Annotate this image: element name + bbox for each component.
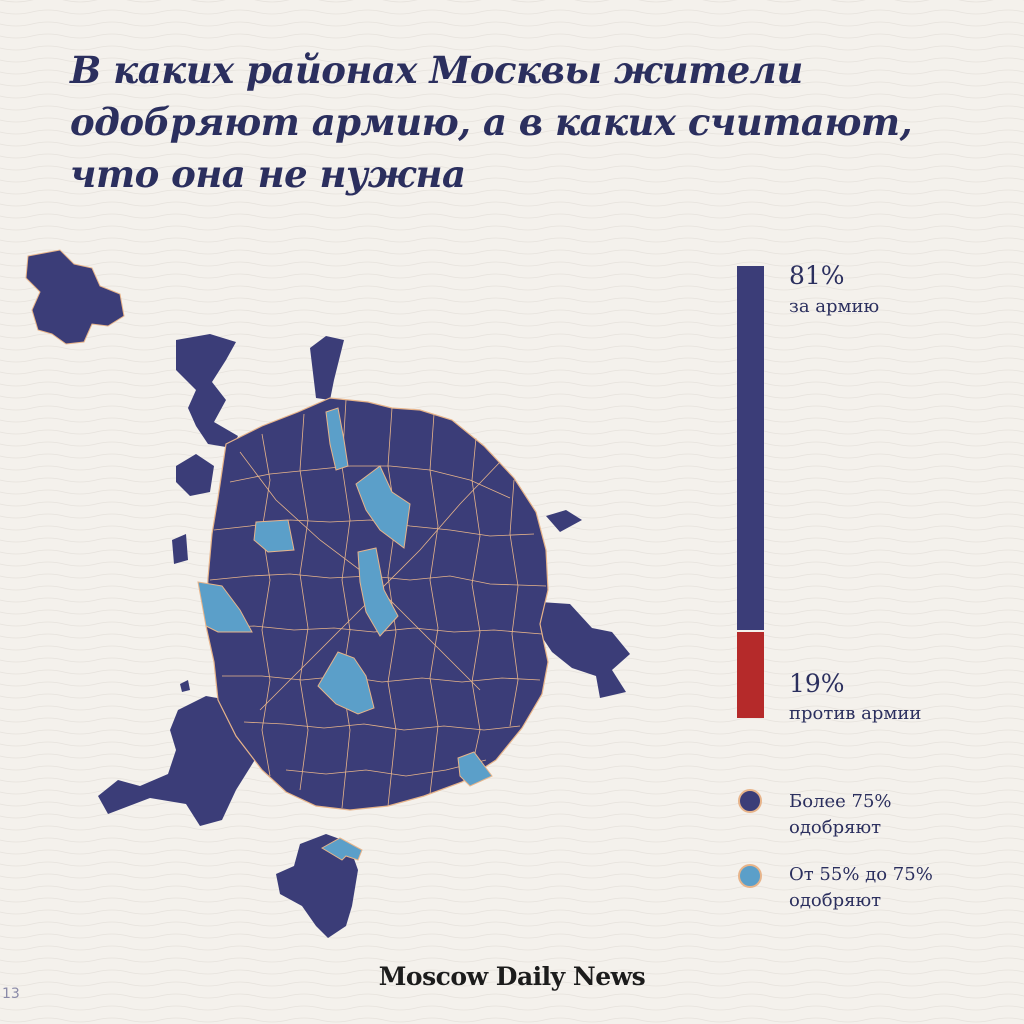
district-mid-north <box>325 407 349 471</box>
moscow-districts-map <box>25 249 630 938</box>
background-wave-line <box>0 393 1024 399</box>
north-spur <box>310 336 344 400</box>
zelenograd-region <box>25 249 125 345</box>
background-wave-line <box>0 489 1024 495</box>
against-army-bar <box>737 632 764 718</box>
background-wave-line <box>0 1005 1024 1011</box>
background-wave-line <box>0 297 1024 303</box>
background-wave-line <box>0 69 1024 75</box>
legend-high-approval-text: Более 75% одобряют <box>789 789 1009 841</box>
south-spur <box>276 834 358 938</box>
background-wave-line <box>0 141 1024 147</box>
background-wave-line <box>0 273 1024 279</box>
west-spur-upper <box>176 454 214 496</box>
background-wave-line <box>0 453 1024 459</box>
background-wave-line <box>0 969 1024 975</box>
background-wave-line <box>0 261 1024 267</box>
legend-high-line-2: одобряют <box>789 817 882 838</box>
background-wave-line <box>0 117 1024 123</box>
east-spur-lower <box>540 602 630 698</box>
page-title: В каких районах Москвы жители одобряют а… <box>70 44 970 200</box>
background-wave-line <box>0 45 1024 51</box>
title-line-2: одобряют армию, а в каких считают, <box>70 100 912 144</box>
district-borders <box>209 399 547 809</box>
district-mid-northcenter <box>355 465 411 549</box>
background-wave-line <box>0 405 1024 411</box>
background-wave-line <box>0 9 1024 15</box>
background-wave-line <box>0 225 1024 231</box>
background-wave-line <box>0 957 1024 963</box>
background-wave-line <box>0 333 1024 339</box>
background-wave-line <box>0 417 1024 423</box>
background-wave-line <box>0 249 1024 255</box>
for-army-label: за армию <box>789 296 880 317</box>
title-line-1: В каких районах Москвы жители <box>70 48 803 92</box>
district-mid-south-spur <box>321 837 363 861</box>
background-wave-line <box>0 381 1024 387</box>
against-army-percent: 19% <box>789 669 845 698</box>
background-wave-line <box>0 441 1024 447</box>
background-wave-line <box>0 237 1024 243</box>
background-wave-line <box>0 897 1024 903</box>
background-wave-line <box>0 981 1024 987</box>
district-mid-center <box>357 547 399 637</box>
background-wave-line <box>0 909 1024 915</box>
district-mid-far-west <box>197 581 253 633</box>
tiny-island-west <box>180 680 190 692</box>
background-wave-line <box>0 885 1024 891</box>
legend-high-line-1: Более 75% <box>789 791 892 812</box>
for-army-percent: 81% <box>789 261 845 290</box>
background-wave-line <box>0 177 1024 183</box>
mid-approval-districts <box>197 407 493 861</box>
background-wave-line <box>0 285 1024 291</box>
legend-high-approval-swatch <box>738 789 762 813</box>
background-wave-line <box>0 993 1024 999</box>
corner-page-mark: 13 <box>2 986 20 1002</box>
east-spur-upper <box>546 510 582 532</box>
district-mid-southeast <box>457 751 493 787</box>
background-wave-line <box>0 165 1024 171</box>
background-wave-line <box>0 93 1024 99</box>
background-wave-line <box>0 933 1024 939</box>
background-wave-line <box>0 105 1024 111</box>
legend-mid-line-1: От 55% до 75% <box>789 864 933 885</box>
west-spur-small <box>172 534 188 564</box>
background-wave-line <box>0 825 1024 831</box>
background-wave-line <box>0 837 1024 843</box>
background-wave-line <box>0 873 1024 879</box>
against-army-label: против армии <box>789 703 922 724</box>
background-wave-line <box>0 921 1024 927</box>
district-mid-southwest <box>317 651 375 715</box>
district-mid-west <box>253 519 295 553</box>
background-wave-line <box>0 33 1024 39</box>
background-wave-line <box>0 945 1024 951</box>
for-army-bar <box>737 266 764 630</box>
background-wave-line <box>0 849 1024 855</box>
background-wave-line <box>0 153 1024 159</box>
background-wave-line <box>0 813 1024 819</box>
background-wave-line <box>0 57 1024 63</box>
background-wave-line <box>0 0 1024 3</box>
background-wave-line <box>0 129 1024 135</box>
legend-mid-approval-text: От 55% до 75% одобряют <box>789 862 1009 914</box>
legend-mid-approval-swatch <box>738 864 762 888</box>
background-wave-line <box>0 309 1024 315</box>
background-wave-line <box>0 213 1024 219</box>
background-wave-line <box>0 429 1024 435</box>
background-wave-line <box>0 201 1024 207</box>
background-wave-line <box>0 321 1024 327</box>
title-line-3: что она не нужна <box>70 152 466 196</box>
background-wave-line <box>0 189 1024 195</box>
northwest-spur <box>176 334 238 448</box>
background-wave-line <box>0 81 1024 87</box>
background-wave-line <box>0 861 1024 867</box>
publisher-logo: Moscow Daily News <box>378 962 646 991</box>
background-wave-line <box>0 21 1024 27</box>
background-wave-line <box>0 1017 1024 1023</box>
legend-mid-line-2: одобряют <box>789 890 882 911</box>
